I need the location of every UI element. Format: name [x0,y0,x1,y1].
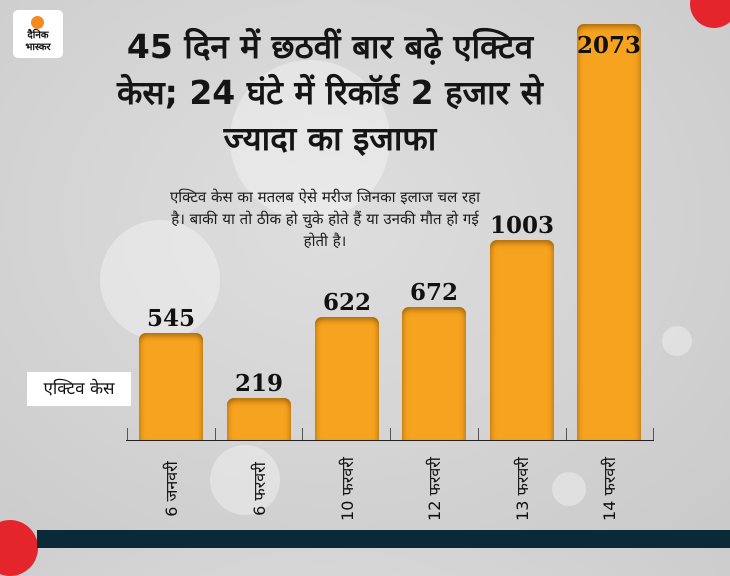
bar-6-feb [227,398,291,441]
x-axis-label-text: 12 फरवरी [425,457,444,521]
bar-6-jan [139,333,203,441]
background-virus-decoration [100,220,220,340]
x-axis-tick [653,428,654,440]
x-axis-label-text: 13 फरवरी [513,457,532,521]
x-axis-label: 13 फरवरी [508,448,536,530]
virus-icon [0,520,38,576]
chart-title: 45 दिन में छठवीं बार बढ़े एक्टिव केस; 24… [117,27,543,158]
x-axis-label: 14 फरवरी [595,448,623,530]
background-virus-decoration [662,326,692,356]
x-axis-tick [215,428,216,440]
bar-10-feb [315,317,379,441]
x-axis-tick [390,428,391,440]
bar-value: 622 [322,289,371,316]
legend-label: एक्टिव केस [27,372,131,406]
virus-icon [690,0,730,28]
bar-13-feb [490,240,554,441]
x-axis-line [126,440,654,441]
x-axis-label: 6 फरवरी [245,448,273,530]
x-axis-label-text: 14 फरवरी [600,457,619,521]
x-axis-tick [302,428,303,440]
chart-subtitle: एक्टिव केस का मतलब ऐसे मरीज जिनका इलाज च… [169,188,481,250]
bar-14-feb [577,24,641,441]
logo-text-line2: भास्कर [25,42,51,53]
background-virus-decoration [210,445,280,515]
x-axis-label: 6 जनवरी [157,448,185,530]
bar-value: 672 [409,279,458,306]
bar-12-feb [402,307,466,441]
x-axis-tick [478,428,479,440]
footer-band [37,530,730,548]
dainik-bhaskar-logo: दैनिक भास्कर [13,10,63,58]
x-axis-label-text: 6 फरवरी [250,462,269,516]
bar-value: 545 [146,305,195,332]
x-axis-label: 12 फरवरी [420,448,448,530]
bar-value: 219 [234,370,283,397]
logo-sun-icon [31,16,44,29]
bar-value: 1003 [489,212,554,239]
bar-value: 2073 [576,32,641,59]
logo-text-line1: दैनिक [27,30,49,41]
x-axis-tick [566,428,567,440]
x-axis-label: 10 फरवरी [333,448,361,530]
x-axis-label-text: 10 फरवरी [338,457,357,521]
x-axis-label-text: 6 जनवरी [162,461,181,517]
background-virus-decoration [230,60,390,220]
x-axis-tick [127,428,128,440]
background-virus-decoration [552,472,586,506]
